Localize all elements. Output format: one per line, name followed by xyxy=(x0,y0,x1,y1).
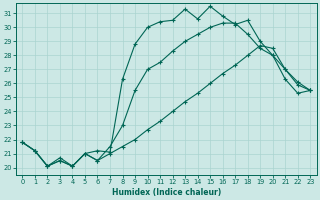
X-axis label: Humidex (Indice chaleur): Humidex (Indice chaleur) xyxy=(112,188,221,197)
